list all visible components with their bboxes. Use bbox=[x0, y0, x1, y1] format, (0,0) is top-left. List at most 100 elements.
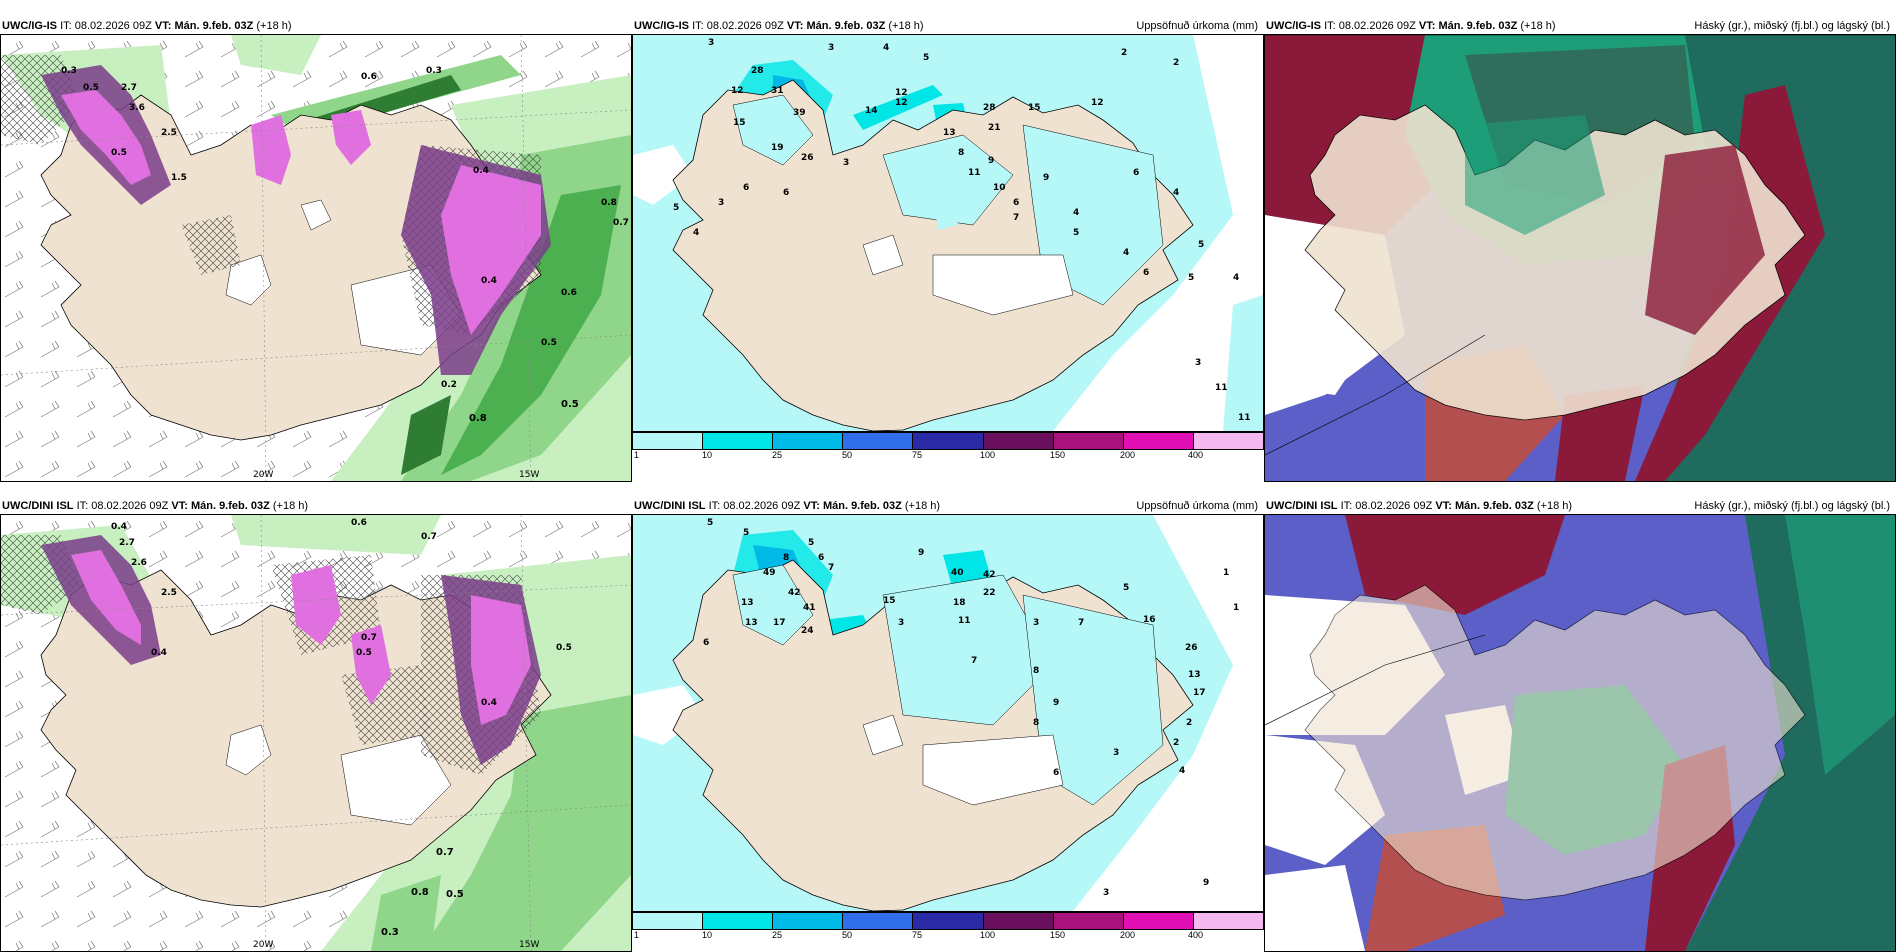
panel-bottom-clouds: UWC/DINI ISL IT: 08.02.2026 09Z VT: Mán.… bbox=[1264, 498, 1896, 952]
value-label: 22 bbox=[983, 588, 996, 598]
panel-header: UWC/DINI ISL IT: 08.02.2026 09Z VT: Mán.… bbox=[1266, 498, 1894, 514]
value-label: 3 bbox=[708, 38, 714, 48]
value-label: 5 bbox=[808, 538, 814, 548]
vt-label: VT: bbox=[1435, 500, 1452, 512]
colorbar-tick: 400 bbox=[1188, 450, 1204, 460]
model-name: UWC/IG-IS bbox=[634, 20, 689, 32]
value-label: 17 bbox=[773, 618, 786, 628]
it-label: IT: bbox=[1340, 500, 1353, 512]
value-label: 0.4 bbox=[481, 276, 497, 286]
colorbar-swatch bbox=[773, 913, 844, 929]
value-label: 0.4 bbox=[111, 522, 127, 532]
value-label: 8 bbox=[1033, 718, 1039, 728]
value-label: 0.5 bbox=[561, 399, 579, 410]
value-label: 1.5 bbox=[171, 173, 187, 183]
value-label: 12 bbox=[895, 98, 908, 108]
vt-value: Mán. 9.feb. 03Z bbox=[806, 20, 886, 32]
value-label: 13 bbox=[943, 128, 956, 138]
value-label: 0.5 bbox=[356, 648, 372, 658]
cloud-title: Háský (gr.), miðský (fj.bl.) og lágský (… bbox=[1694, 20, 1890, 32]
value-label: 0.6 bbox=[351, 518, 367, 528]
colorbar-tick: 200 bbox=[1120, 450, 1136, 460]
value-label: 12 bbox=[895, 88, 908, 98]
value-label: 40 bbox=[951, 568, 964, 578]
lead-time: (+18 h) bbox=[272, 500, 309, 512]
vt-value: Mán. 9.feb. 03Z bbox=[1438, 20, 1518, 32]
colorbar-swatch bbox=[633, 433, 704, 449]
value-label: 5 bbox=[1123, 583, 1129, 593]
value-label: 0.8 bbox=[601, 198, 617, 208]
model-name: UWC/IG-IS bbox=[1266, 20, 1321, 32]
lead-time: (+18 h) bbox=[256, 20, 292, 32]
value-label: 10 bbox=[993, 183, 1006, 193]
value-label: 0.5 bbox=[556, 643, 572, 653]
cloud-map bbox=[1264, 34, 1896, 482]
colorbar-swatch bbox=[1123, 433, 1194, 449]
value-label: 39 bbox=[793, 108, 806, 118]
value-label: 4 bbox=[1123, 248, 1129, 258]
value-label: 4 bbox=[1179, 766, 1185, 776]
value-label: 7 bbox=[1078, 618, 1084, 628]
colorbar-tick: 150 bbox=[1050, 930, 1066, 940]
colorbar-swatch bbox=[1053, 433, 1124, 449]
colorbar-tick: 200 bbox=[1120, 930, 1136, 940]
vt-value: Mán. 9.feb. 03Z bbox=[822, 500, 902, 512]
value-label: 4 bbox=[1233, 273, 1239, 283]
lon-label: 20W bbox=[253, 470, 273, 480]
value-label: 16 bbox=[1143, 615, 1156, 625]
value-label: 11 bbox=[968, 168, 981, 178]
value-label: 2.6 bbox=[131, 558, 147, 568]
it-value: 08.02.2026 09Z bbox=[1338, 20, 1416, 32]
precip-map: 3 3 4 5 28 31 12 39 15 14 12 19 26 6 3 6… bbox=[632, 34, 1264, 432]
value-label: 6 bbox=[1053, 768, 1059, 778]
value-label: 17 bbox=[1193, 688, 1206, 698]
value-label: 1 bbox=[1233, 603, 1239, 613]
model-name: UWC/DINI ISL bbox=[634, 500, 706, 512]
colorbar-tick: 400 bbox=[1188, 930, 1204, 940]
value-label: 15 bbox=[733, 118, 746, 128]
colorbar-tick: 50 bbox=[842, 930, 853, 940]
it-value: 08.02.2026 09Z bbox=[91, 500, 169, 512]
lead-time: (+18 h) bbox=[1520, 20, 1556, 32]
model-name: UWC/DINI ISL bbox=[2, 500, 74, 512]
value-label: 42 bbox=[788, 588, 801, 598]
colorbar-tick: 1 bbox=[634, 450, 640, 460]
value-label: 5 bbox=[1198, 240, 1204, 250]
value-label: 1 bbox=[1223, 568, 1229, 578]
value-label: 0.4 bbox=[481, 698, 497, 708]
value-label: 19 bbox=[771, 143, 784, 153]
value-label: 9 bbox=[1043, 173, 1049, 183]
colorbar-swatch bbox=[843, 913, 914, 929]
panel-header: UWC/IG-IS IT: 08.02.2026 09Z VT: Mán. 9.… bbox=[2, 18, 630, 34]
vt-value: Mán. 9.feb. 03Z bbox=[174, 20, 254, 32]
value-label: 49 bbox=[763, 568, 776, 578]
vt-label: VT: bbox=[154, 20, 172, 32]
it-value: 08.02.2026 09Z bbox=[723, 500, 801, 512]
precip-colorbar bbox=[632, 912, 1264, 930]
value-label: 26 bbox=[801, 153, 814, 163]
precip-map: 5 5 6 7 8 49 13 42 41 15 24 17 13 3 9 40… bbox=[632, 514, 1264, 912]
panel-bottom-wind: UWC/DINI ISL IT: 08.02.2026 09Z VT: Mán.… bbox=[0, 498, 632, 952]
value-label: 4 bbox=[693, 228, 699, 238]
colorbar-tick: 75 bbox=[912, 450, 923, 460]
value-label: 3 bbox=[1103, 888, 1109, 898]
colorbar-swatch bbox=[1193, 913, 1263, 929]
colorbar-tick: 25 bbox=[772, 450, 783, 460]
value-label: 0.3 bbox=[61, 66, 77, 76]
vt-label: VT: bbox=[786, 20, 804, 32]
colorbar-tick: 10 bbox=[702, 450, 713, 460]
value-label: 11 bbox=[1215, 383, 1228, 393]
value-label: 28 bbox=[983, 103, 996, 113]
lead-time: (+18 h) bbox=[1536, 500, 1573, 512]
value-label: 8 bbox=[1033, 666, 1039, 676]
value-label: 3 bbox=[898, 618, 904, 628]
colorbar-swatch bbox=[843, 433, 914, 449]
value-label: 3 bbox=[1113, 748, 1119, 758]
value-label: 0.8 bbox=[411, 887, 429, 898]
precip-colorbar bbox=[632, 432, 1264, 450]
value-label: 2 bbox=[1173, 58, 1179, 68]
it-label: IT: bbox=[708, 500, 721, 512]
precip-title: Uppsöfnuð úrkoma (mm) bbox=[1136, 20, 1258, 32]
value-label: 28 bbox=[751, 66, 764, 76]
value-label: 0.7 bbox=[613, 218, 629, 228]
